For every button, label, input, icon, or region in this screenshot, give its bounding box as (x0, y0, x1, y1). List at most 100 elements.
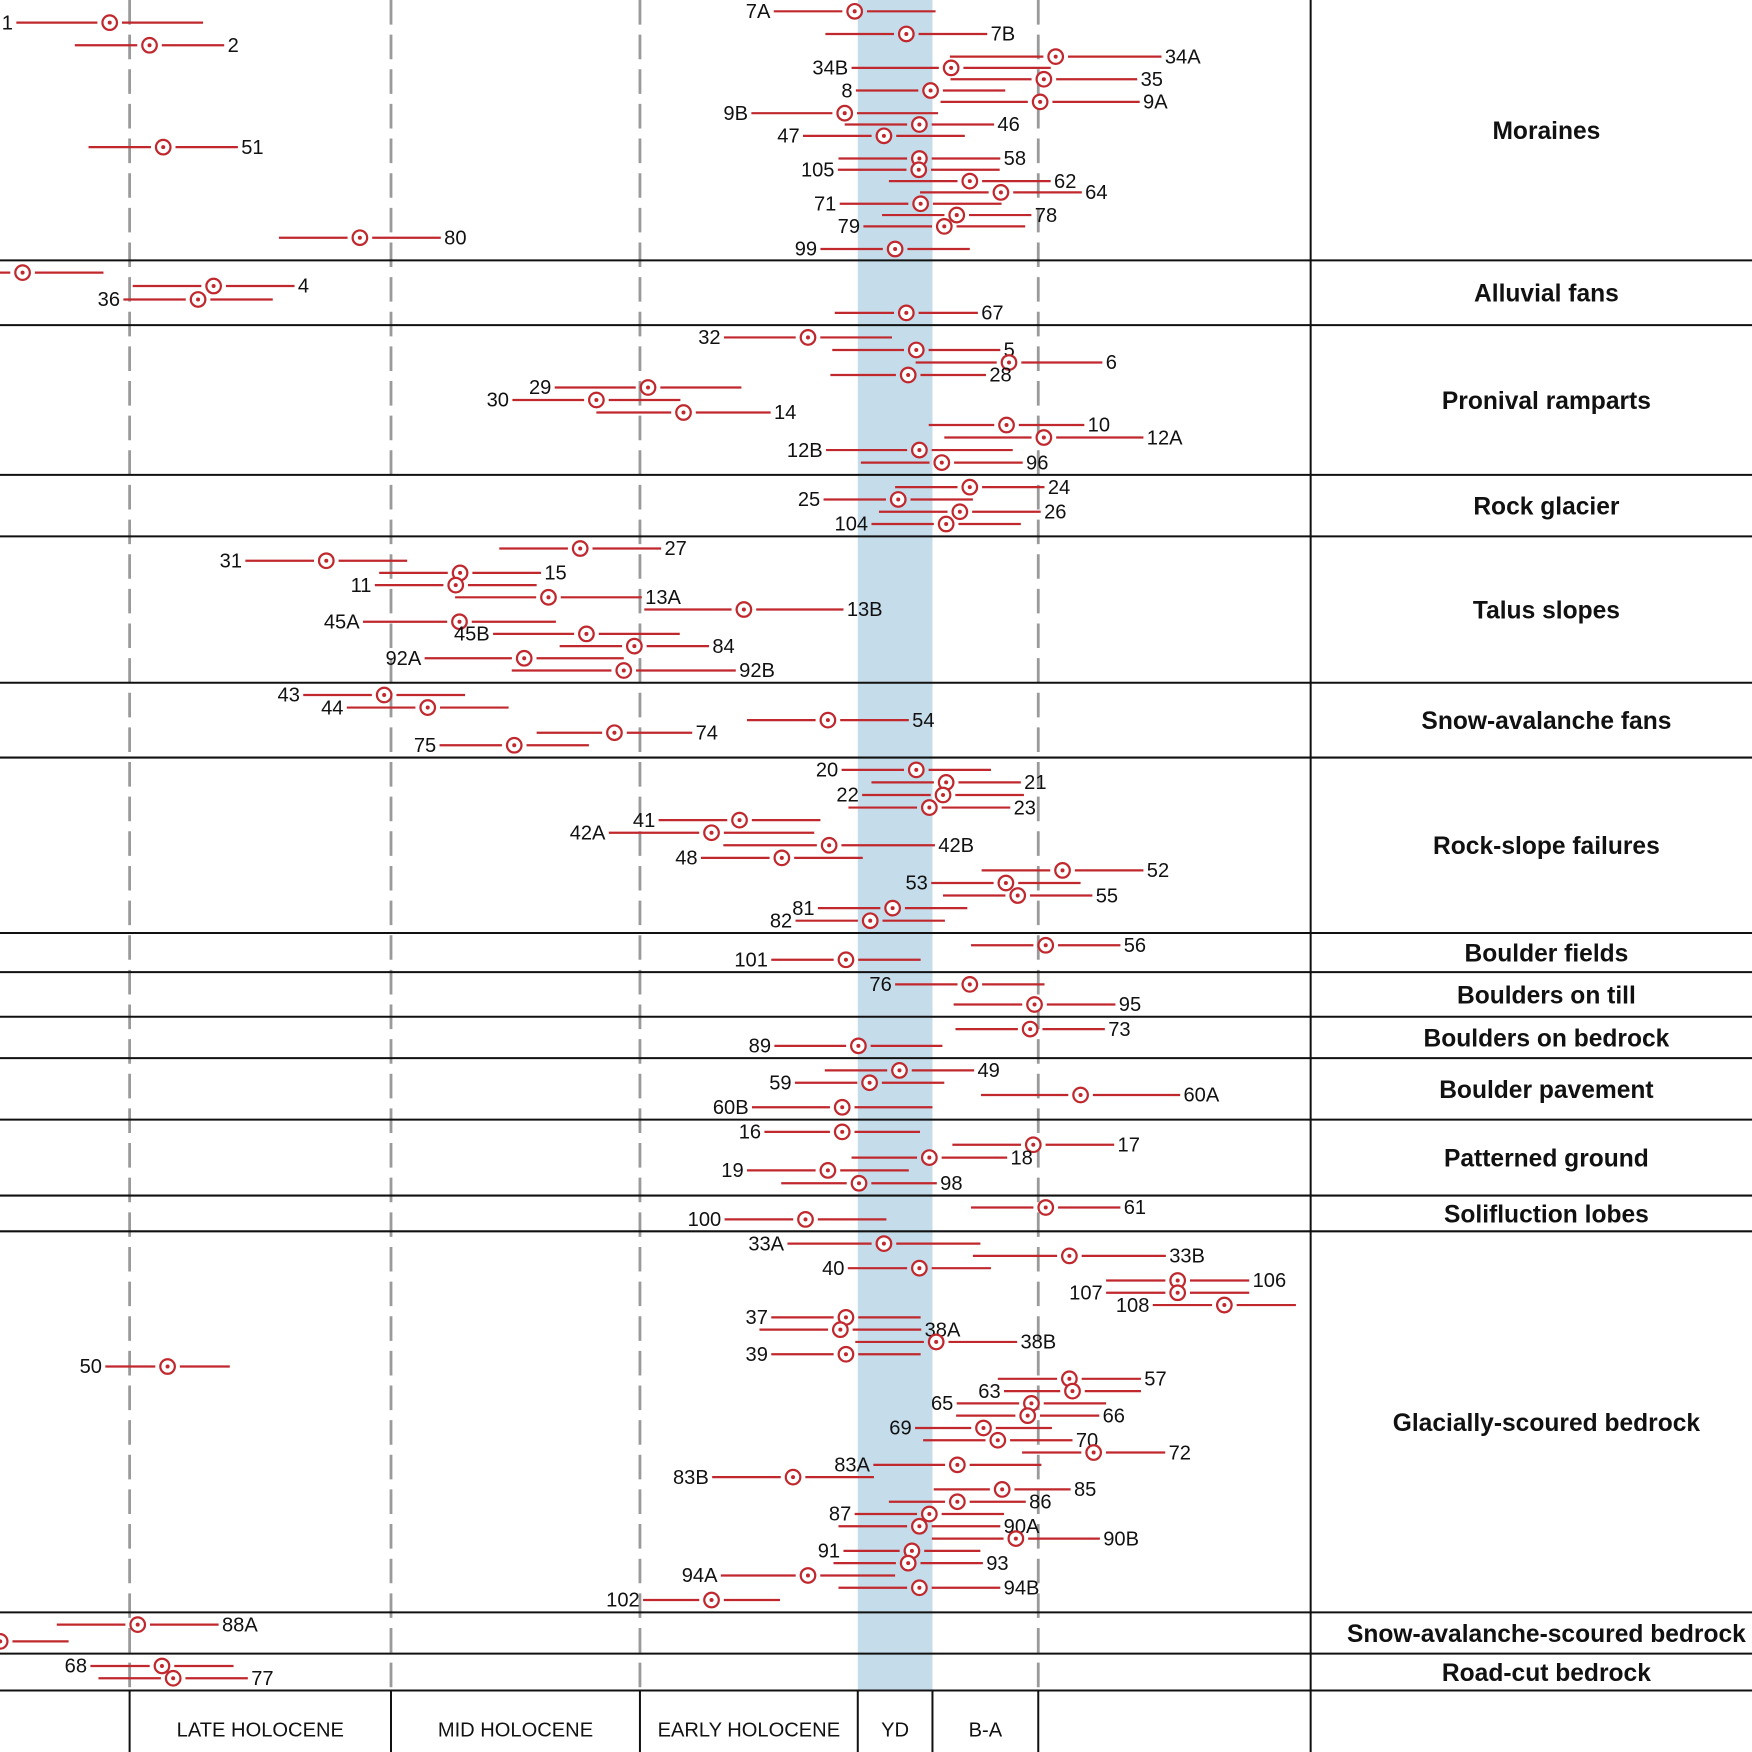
data-point: 98 (781, 1173, 963, 1195)
point-marker-center (906, 1561, 911, 1566)
point-label: 85 (1074, 1479, 1096, 1501)
point-label: 32 (698, 327, 720, 349)
point-marker-center (1053, 54, 1058, 59)
point-marker-center (458, 570, 463, 575)
data-point: 94B (838, 1577, 1039, 1599)
point-label: 76 (869, 974, 891, 996)
group-label: Solifluction lobes (1444, 1201, 1649, 1228)
point-marker (0, 1633, 9, 1650)
point-marker-center (998, 190, 1003, 195)
point-label: 42B (938, 835, 974, 857)
point-label: 73 (1108, 1019, 1130, 1041)
point-label: 57 (1144, 1369, 1166, 1391)
point-label: 13B (847, 599, 883, 621)
data-layer: Moraines7A17B234A34B3589A9B4647515810562… (0, 1, 1746, 1690)
point-marker-center (967, 982, 972, 987)
point-label: 59 (769, 1072, 791, 1094)
data-point: 64 (920, 182, 1108, 204)
point-label: 92B (739, 660, 775, 682)
point-label: 45A (324, 611, 360, 633)
point-label: 9B (723, 103, 748, 125)
data-point: 86 (888, 1491, 1052, 1513)
point-label: 20 (816, 760, 838, 782)
data-point: 92A (385, 648, 624, 670)
point-label: 67 (981, 303, 1003, 325)
point-marker-center (955, 1462, 960, 1467)
data-point: 16 (739, 1122, 921, 1144)
data-point: 81 (792, 898, 968, 920)
point-label: 61 (1124, 1197, 1146, 1219)
point-marker-center (1032, 1002, 1037, 1007)
data-point: 94A (682, 1565, 896, 1587)
point-marker-center (906, 372, 911, 377)
point-marker-center (1060, 868, 1065, 873)
data-point: 7A (746, 1, 936, 23)
data-point: 18 (851, 1147, 1033, 1169)
point-marker-center (917, 448, 922, 453)
point-label: 55 (1096, 885, 1118, 907)
point-marker-center (737, 818, 742, 823)
point-marker-center (20, 270, 25, 275)
point-label: 92A (385, 648, 421, 670)
point-label: 1 (2, 12, 13, 34)
data-point: 39 (746, 1344, 921, 1366)
data-point (0, 1633, 69, 1650)
data-point: 10 (928, 415, 1110, 437)
point-label: 106 (1253, 1270, 1287, 1292)
point-label: 75 (414, 735, 436, 757)
point-marker-center (324, 558, 329, 563)
point-marker-center (944, 780, 949, 785)
data-point: 19 (721, 1160, 909, 1182)
data-point: 28 (830, 365, 1012, 387)
point-label: 33A (748, 1233, 784, 1255)
point-label: 24 (1048, 477, 1070, 499)
point-label: 96 (1026, 452, 1048, 474)
data-point: 93 (833, 1553, 1009, 1575)
data-point: 56 (971, 935, 1146, 957)
data-point: 11 (351, 575, 537, 597)
point-label: 8 (841, 80, 852, 102)
data-point: 88A (56, 1614, 258, 1636)
data-point: 55 (943, 885, 1118, 907)
point-marker-center (578, 546, 583, 551)
point-label: 93 (986, 1553, 1008, 1575)
point-marker-center (1015, 893, 1020, 898)
data-point: 72 (1022, 1442, 1191, 1464)
point-label: 94A (682, 1565, 718, 1587)
point-label: 63 (978, 1381, 1000, 1403)
data-point: 66 (956, 1405, 1125, 1427)
point-marker-center (1031, 1142, 1036, 1147)
group-label: Patterned ground (1444, 1146, 1649, 1173)
data-point: 75 (414, 735, 589, 757)
group-label: Glacially-scoured bedrock (1393, 1410, 1701, 1437)
point-marker-center (159, 1663, 164, 1668)
data-point: 47 (777, 126, 965, 148)
group-label: Rock-slope failures (1433, 833, 1660, 860)
period-label: YD (881, 1719, 909, 1741)
data-point: 26 (878, 501, 1066, 523)
point-marker-center (1028, 1027, 1033, 1032)
data-point: 102 (606, 1590, 780, 1612)
point-marker-center (825, 1168, 830, 1173)
data-point: 73 (955, 1019, 1131, 1041)
data-point: 45A (324, 611, 556, 633)
point-label: 104 (835, 514, 869, 536)
point-label: 19 (721, 1160, 743, 1182)
point-label: 80 (444, 227, 466, 249)
point-marker-center (1000, 1487, 1005, 1492)
point-label: 99 (795, 239, 817, 261)
point-label: 43 (278, 685, 300, 707)
point-label: 9A (1143, 92, 1168, 114)
point-marker-center (107, 20, 112, 25)
point-marker-center (512, 743, 517, 748)
point-label: 60A (1184, 1085, 1220, 1107)
point-marker-center (1067, 1253, 1072, 1258)
point-label: 88A (222, 1614, 258, 1636)
data-point: 38B (855, 1332, 1056, 1354)
data-point: 45B (454, 624, 680, 646)
data-point: 32 (698, 327, 893, 349)
data-point: 23 (848, 797, 1036, 819)
point-label: 72 (1169, 1442, 1191, 1464)
point-label: 94B (1004, 1577, 1040, 1599)
point-marker-center (918, 201, 923, 206)
